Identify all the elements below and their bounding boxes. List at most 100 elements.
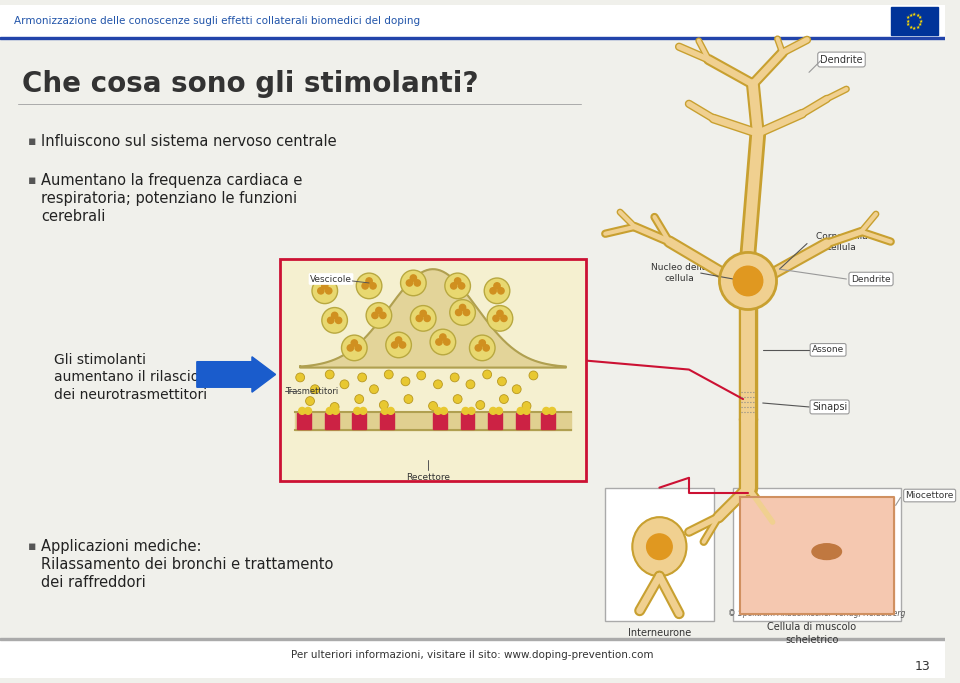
Text: ★: ★ xyxy=(916,13,920,18)
Circle shape xyxy=(305,397,315,406)
Text: Per ulteriori informazioni, visitare il sito: www.doping-prevention.com: Per ulteriori informazioni, visitare il … xyxy=(291,650,654,660)
Text: Aumentano la frequenza cardiaca e: Aumentano la frequenza cardiaca e xyxy=(41,173,302,188)
Circle shape xyxy=(322,283,328,289)
Circle shape xyxy=(453,395,462,404)
Circle shape xyxy=(517,408,524,415)
Text: Interneurone: Interneurone xyxy=(628,628,691,639)
Circle shape xyxy=(299,408,305,415)
Bar xyxy=(605,488,713,621)
Circle shape xyxy=(450,373,459,382)
Text: ▪: ▪ xyxy=(28,540,36,553)
Text: Armonizzazione delle conoscenze sugli effetti collaterali biomedici del doping: Armonizzazione delle conoscenze sugli ef… xyxy=(13,16,420,26)
Circle shape xyxy=(366,278,372,284)
Circle shape xyxy=(360,408,367,415)
Text: ★: ★ xyxy=(906,22,910,27)
Circle shape xyxy=(490,408,496,415)
Text: Assone: Assone xyxy=(812,346,844,354)
Ellipse shape xyxy=(647,534,672,559)
Text: Recettore: Recettore xyxy=(406,473,450,482)
Circle shape xyxy=(444,339,450,345)
Circle shape xyxy=(330,402,339,411)
Polygon shape xyxy=(300,269,565,367)
Circle shape xyxy=(318,288,324,294)
Circle shape xyxy=(459,283,465,289)
Text: ★: ★ xyxy=(909,25,913,29)
Text: ★: ★ xyxy=(905,18,910,24)
Text: dei raffreddori: dei raffreddori xyxy=(41,574,146,589)
Ellipse shape xyxy=(633,517,686,576)
Circle shape xyxy=(495,408,502,415)
Circle shape xyxy=(392,342,397,348)
Text: Applicazioni mediche:: Applicazioni mediche: xyxy=(41,539,202,554)
Circle shape xyxy=(424,316,430,322)
Text: ★: ★ xyxy=(919,18,924,24)
Circle shape xyxy=(464,309,469,316)
Circle shape xyxy=(483,345,490,351)
Circle shape xyxy=(354,408,361,415)
Circle shape xyxy=(523,408,530,415)
Circle shape xyxy=(414,280,420,286)
Circle shape xyxy=(475,345,482,351)
Circle shape xyxy=(430,329,456,354)
Circle shape xyxy=(476,400,485,409)
Circle shape xyxy=(529,371,538,380)
Circle shape xyxy=(355,345,361,351)
Bar xyxy=(352,413,366,429)
Circle shape xyxy=(381,408,388,415)
Bar xyxy=(461,413,474,429)
Circle shape xyxy=(340,380,348,389)
Text: cerebrali: cerebrali xyxy=(41,208,106,223)
Text: Müller-Esterl: Biochemie, 2004
© Spektrum Akademischer Verlag, Heidelberg: Müller-Esterl: Biochemie, 2004 © Spektru… xyxy=(729,598,905,618)
Circle shape xyxy=(375,307,382,313)
Circle shape xyxy=(454,278,461,284)
Circle shape xyxy=(499,395,509,404)
Text: Miocettore: Miocettore xyxy=(905,491,954,500)
Circle shape xyxy=(435,408,442,415)
Text: Sinapsi: Sinapsi xyxy=(812,402,848,412)
Text: ★: ★ xyxy=(912,12,917,17)
Circle shape xyxy=(497,310,503,317)
Text: ▪: ▪ xyxy=(28,135,36,148)
Circle shape xyxy=(417,371,425,380)
Ellipse shape xyxy=(812,544,842,559)
Circle shape xyxy=(406,280,413,286)
FancyArrow shape xyxy=(197,357,276,392)
Text: Dendrite: Dendrite xyxy=(820,55,863,64)
Circle shape xyxy=(441,408,447,415)
Circle shape xyxy=(327,317,334,324)
Circle shape xyxy=(386,332,412,358)
Bar xyxy=(380,413,394,429)
Bar xyxy=(324,413,339,429)
Text: Dendrite: Dendrite xyxy=(852,275,891,283)
Circle shape xyxy=(434,380,443,389)
Bar xyxy=(0,37,945,39)
Circle shape xyxy=(522,402,531,410)
Text: aumentano il rilascio: aumentano il rilascio xyxy=(54,370,200,385)
Text: Nucleo della
cellula: Nucleo della cellula xyxy=(651,263,708,283)
Circle shape xyxy=(351,340,357,346)
Circle shape xyxy=(549,408,556,415)
Circle shape xyxy=(366,303,392,329)
Circle shape xyxy=(331,312,338,318)
Circle shape xyxy=(493,283,500,289)
Circle shape xyxy=(325,370,334,379)
Text: ★: ★ xyxy=(918,15,923,20)
Circle shape xyxy=(387,408,395,415)
Circle shape xyxy=(400,270,426,296)
Text: respiratoria; potenziano le funzioni: respiratoria; potenziano le funzioni xyxy=(41,191,298,206)
Circle shape xyxy=(326,408,333,415)
Circle shape xyxy=(487,305,513,331)
Bar xyxy=(433,413,446,429)
Circle shape xyxy=(513,385,521,393)
Circle shape xyxy=(444,273,470,298)
Ellipse shape xyxy=(733,266,763,296)
Circle shape xyxy=(490,288,496,294)
Circle shape xyxy=(483,370,492,379)
Text: Corpo della
cellula: Corpo della cellula xyxy=(816,232,867,251)
Text: ★: ★ xyxy=(918,22,923,27)
Circle shape xyxy=(356,273,382,298)
Bar xyxy=(0,5,945,37)
Circle shape xyxy=(497,377,506,386)
Circle shape xyxy=(362,283,369,289)
Circle shape xyxy=(468,408,475,415)
